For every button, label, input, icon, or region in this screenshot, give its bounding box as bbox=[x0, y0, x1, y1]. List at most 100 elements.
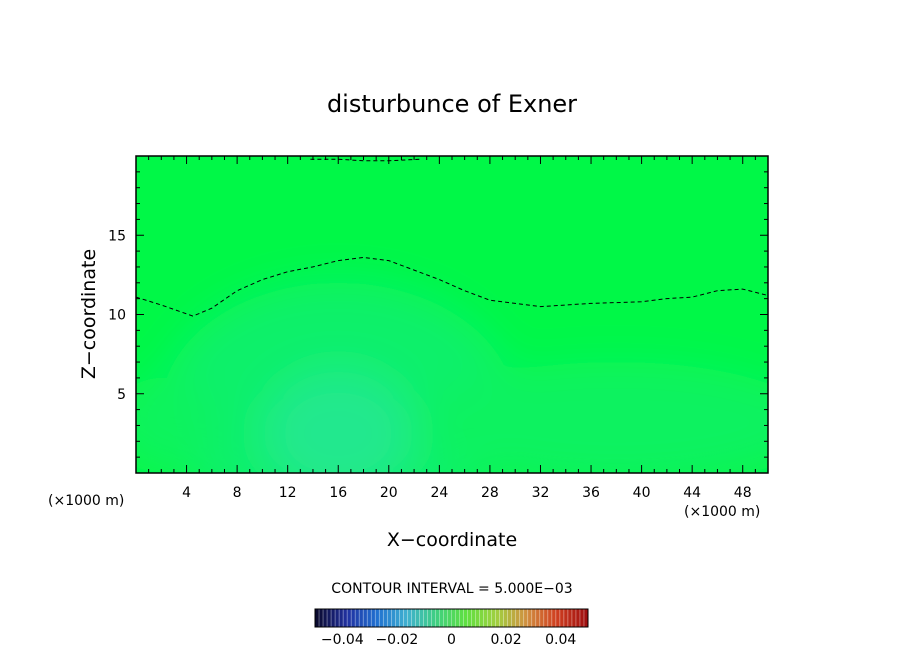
colorbar-cell bbox=[515, 609, 520, 627]
field-shading bbox=[136, 156, 768, 473]
colorbar-cell bbox=[495, 609, 500, 627]
chart-title: disturbunce of Exner bbox=[327, 90, 577, 118]
colorbar-stripes bbox=[314, 609, 588, 627]
colorbar-cell bbox=[443, 609, 448, 627]
colorbar-cell bbox=[523, 609, 528, 627]
y-tick-label: 5 bbox=[117, 387, 126, 403]
colorbar-cell bbox=[483, 609, 488, 627]
colorbar-cell bbox=[527, 609, 532, 627]
colorbar-cell bbox=[339, 609, 344, 627]
colorbar-cell bbox=[435, 609, 440, 627]
colorbar-cell bbox=[571, 609, 576, 627]
colorbar-cell bbox=[463, 609, 468, 627]
y-tick-label: 10 bbox=[108, 308, 126, 324]
colorbar-cell bbox=[455, 609, 460, 627]
field-blob-4 bbox=[136, 377, 212, 473]
x-tick-label: 28 bbox=[481, 485, 499, 501]
colorbar-tick-label: 0 bbox=[447, 632, 456, 648]
colorbar-cell bbox=[367, 609, 372, 627]
contour-lines bbox=[136, 158, 768, 317]
colorbar-cell bbox=[475, 609, 480, 627]
colorbar-cell bbox=[567, 609, 572, 627]
colorbar-cell bbox=[359, 609, 364, 627]
colorbar-cell bbox=[535, 609, 540, 627]
colorbar-cell bbox=[575, 609, 580, 627]
colorbar-cell bbox=[539, 609, 544, 627]
colorbar-cell bbox=[407, 609, 412, 627]
colorbar-cell bbox=[431, 609, 436, 627]
x-tick-label: 32 bbox=[532, 485, 550, 501]
x-axis-ticks: 4 8 12 16 20 24 28 32 36 40 44 48 bbox=[148, 156, 756, 501]
colorbar-cell bbox=[499, 609, 504, 627]
colorbar-frame bbox=[314, 608, 589, 628]
colorbar-cell bbox=[371, 609, 376, 627]
colorbar-cell bbox=[491, 609, 496, 627]
colorbar-cell bbox=[335, 609, 340, 627]
colorbar-cell bbox=[319, 609, 324, 627]
y-tick-label: 15 bbox=[108, 228, 126, 244]
colorbar-cell bbox=[355, 609, 360, 627]
field-blob-3 bbox=[414, 362, 768, 473]
colorbar-cell bbox=[363, 609, 368, 627]
colorbar-cell bbox=[511, 609, 516, 627]
x-axis-label: X−coordinate bbox=[387, 529, 517, 551]
colorbar-cell bbox=[399, 609, 404, 627]
x-tick-label: 8 bbox=[233, 485, 242, 501]
contour-interval-text: CONTOUR INTERVAL = 5.000E−03 bbox=[331, 581, 572, 597]
colorbar-cell bbox=[419, 609, 424, 627]
colorbar-cell bbox=[547, 609, 552, 627]
colorbar-cell bbox=[439, 609, 444, 627]
colorbar-cell bbox=[423, 609, 428, 627]
contour-line-0 bbox=[136, 256, 768, 317]
colorbar-cell bbox=[551, 609, 556, 627]
x-unit-right: (×1000 m) bbox=[684, 504, 760, 520]
x-tick-label: 16 bbox=[329, 485, 347, 501]
colorbar-cell bbox=[543, 609, 548, 627]
colorbar-cell bbox=[347, 609, 352, 627]
colorbar-cell bbox=[375, 609, 380, 627]
colorbar-cell bbox=[559, 609, 564, 627]
colorbar-cell bbox=[411, 609, 416, 627]
colorbar-cell bbox=[519, 609, 524, 627]
x-tick-label: 4 bbox=[182, 485, 191, 501]
colorbar-cell bbox=[391, 609, 396, 627]
colorbar-cell bbox=[427, 609, 432, 627]
colorbar-tick-label: 0.04 bbox=[545, 632, 576, 648]
colorbar-cell bbox=[331, 609, 336, 627]
colorbar-cell bbox=[387, 609, 392, 627]
x-tick-label: 24 bbox=[430, 485, 448, 501]
colorbar-cell bbox=[507, 609, 512, 627]
colorbar-tick-label: −0.04 bbox=[321, 632, 364, 648]
colorbar-cell bbox=[503, 609, 508, 627]
colorbar-cell bbox=[327, 609, 332, 627]
colorbar-tick-label: −0.02 bbox=[375, 632, 418, 648]
colorbar-cell bbox=[379, 609, 384, 627]
x-tick-label: 40 bbox=[633, 485, 651, 501]
colorbar: −0.04 −0.02 0 0.02 0.04 bbox=[314, 608, 589, 648]
x-tick-label: 20 bbox=[380, 485, 398, 501]
colorbar-cell bbox=[471, 609, 476, 627]
colorbar-cell bbox=[351, 609, 356, 627]
colorbar-cell bbox=[415, 609, 420, 627]
colorbar-cell bbox=[479, 609, 484, 627]
colorbar-cell bbox=[563, 609, 568, 627]
colorbar-cell bbox=[467, 609, 472, 627]
colorbar-cell bbox=[459, 609, 464, 627]
colorbar-cell bbox=[583, 609, 588, 627]
x-tick-label: 12 bbox=[279, 485, 297, 501]
colorbar-cell bbox=[395, 609, 400, 627]
colorbar-cell bbox=[555, 609, 560, 627]
x-unit-left: (×1000 m) bbox=[48, 493, 124, 509]
x-tick-label: 36 bbox=[582, 485, 600, 501]
colorbar-tick-label: 0.02 bbox=[491, 632, 522, 648]
colorbar-cell bbox=[531, 609, 536, 627]
colorbar-cell bbox=[579, 609, 584, 627]
field-blob-2 bbox=[262, 369, 415, 473]
colorbar-cell bbox=[447, 609, 452, 627]
colorbar-labels: −0.04 −0.02 0 0.02 0.04 bbox=[321, 632, 577, 648]
colorbar-cell bbox=[487, 609, 492, 627]
colorbar-cell bbox=[451, 609, 456, 627]
colorbar-cell bbox=[403, 609, 408, 627]
